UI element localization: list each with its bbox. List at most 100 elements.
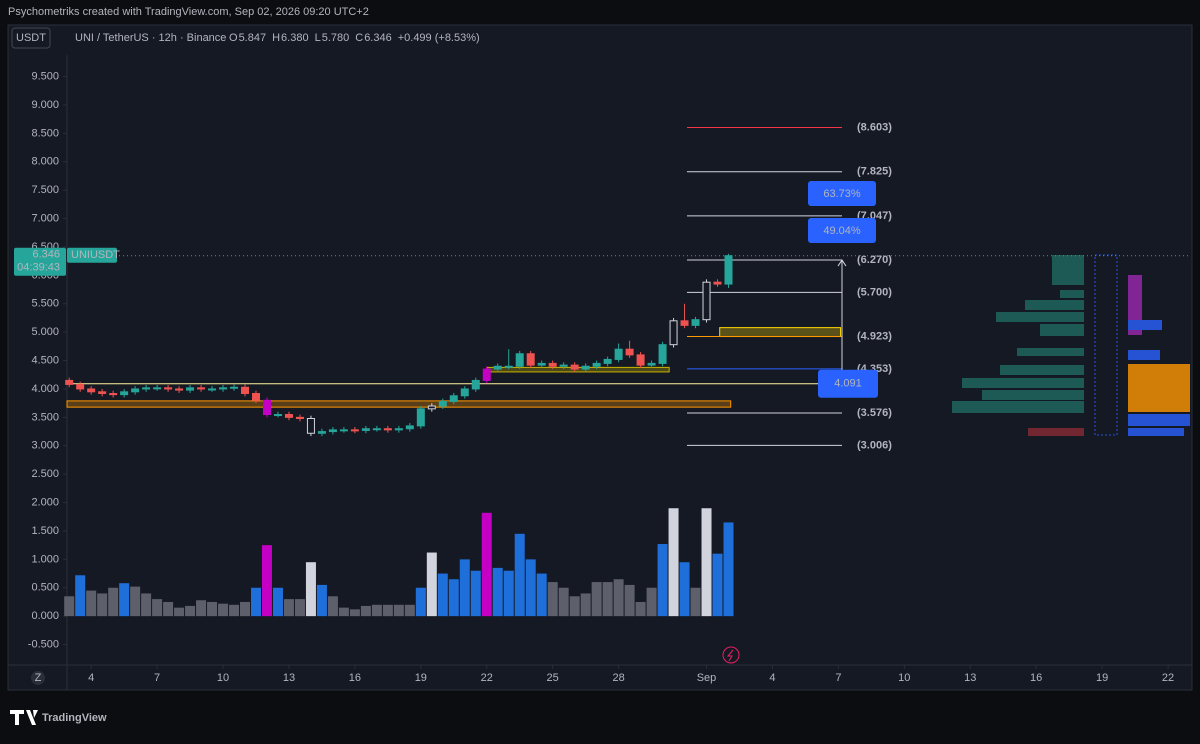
profile-column [1094,254,1118,436]
candle-body [416,408,425,427]
volume-bar [360,605,371,617]
candle-body [471,379,480,390]
volume-bar [240,601,251,617]
candle-body [350,429,359,432]
x-tick-label: 19 [1096,672,1108,684]
candle-body [405,425,414,430]
profile-bar [962,378,1084,388]
volume-bar [470,570,481,617]
volume-bar [294,599,305,617]
ohlc-value: 5.847 [239,32,267,44]
y-tick-label: 0.500 [31,582,59,594]
y-tick-label: 2.000 [31,496,59,508]
volume-bar [569,596,580,617]
candle-body [98,391,107,395]
y-tick-label: 7.000 [31,212,59,224]
profile-bar [1128,414,1190,426]
volume-bar [174,607,185,617]
plot: -0.500 0.000 0.500 1.000 1.500 2.000 2.500 3.00… [14,70,1190,684]
ohlc-key: H [272,32,280,44]
candle-body [438,400,447,407]
profile-bar [1128,320,1162,330]
volume-bar [218,603,229,617]
candle-body [702,281,711,321]
x-tick-label: 22 [1162,672,1174,684]
x-tick-label: 4 [88,672,94,684]
fib-label: (8.603) [857,121,892,133]
volume-bar [635,601,646,617]
ohlc-value: 5.780 [322,32,350,44]
candle-body [691,319,700,326]
volume-bar [448,579,459,617]
ohlc-value: 6.346 [364,32,392,44]
candle-body [317,431,326,434]
y-tick-label: 7.500 [31,184,59,196]
target-label: 63.73% [823,188,861,200]
volume-bar [426,552,437,617]
candle-body [592,362,601,367]
fib-label: (4.923) [857,330,892,342]
profile-bar [1128,350,1160,360]
volume-bar [580,593,591,617]
candle-body [603,358,612,364]
volume-bar [382,604,393,617]
candle-body [87,388,96,393]
candle-body [636,354,645,366]
volume-bar [185,605,196,617]
fib-label: (5.700) [857,286,892,298]
credit: Psychometriks created with TradingView.c… [8,6,369,18]
ohlc-legend: O 5.847 H 6.380 L 5.780 C 6.346 +0.499 (+8.53%) [229,32,480,44]
x-tick-label: 13 [283,672,295,684]
y-tick-label: 0.000 [31,610,59,622]
y-tick-label: 9.000 [31,99,59,111]
volume-bar [229,604,240,617]
y-tick-label: 3.000 [31,440,59,452]
event-icon-bolt [726,649,734,662]
ohlc-key: O [229,32,238,44]
brand-logo [10,710,38,725]
candle-body [625,348,634,356]
chart-area [7,24,1193,691]
candle-body [328,429,337,433]
volume-bar [272,587,283,617]
candle-body [713,281,722,285]
candle-body [515,353,524,367]
volume-bar [646,587,657,617]
change: +0.499 (+8.53%) [398,32,480,44]
price-tag-value: 6.346 [32,249,60,261]
currency-box[interactable] [11,27,51,49]
zoom-button[interactable] [31,671,45,685]
candle-body [186,387,195,391]
y-tick-label: 5.000 [31,326,59,338]
volume-bar [349,609,360,617]
ohlc-key: L [315,32,321,44]
ohlc-value: 6.380 [281,32,309,44]
level-badge [818,369,878,398]
volume-bar [64,596,75,617]
volume-bar [459,559,470,617]
target-label: 49.04% [823,225,861,237]
volume-bar [624,584,635,617]
candle-body [504,365,513,368]
volume-bar [108,587,119,617]
zoom-label[interactable]: Z [35,672,42,684]
candle-body [394,428,403,431]
symbol-line: UNI / TetherUS · 12h · Binance [75,32,226,44]
x-tick-label: 7 [154,672,160,684]
candle-body [361,428,370,431]
candle-body [570,364,579,370]
y-tick-label: 8.000 [31,156,59,168]
volume-bar [119,583,130,617]
candle-body [284,414,293,418]
volume-bar [75,575,86,617]
volume-bar [613,579,624,617]
volume-bar [525,559,536,617]
currency[interactable]: USDT [16,32,46,44]
volume-bar [371,604,382,617]
profile-bar [1025,300,1084,310]
candle-body [273,414,282,417]
y-tick-label: 4.000 [31,383,59,395]
x-tick-label: 16 [1030,672,1042,684]
event-icon[interactable] [722,646,740,664]
